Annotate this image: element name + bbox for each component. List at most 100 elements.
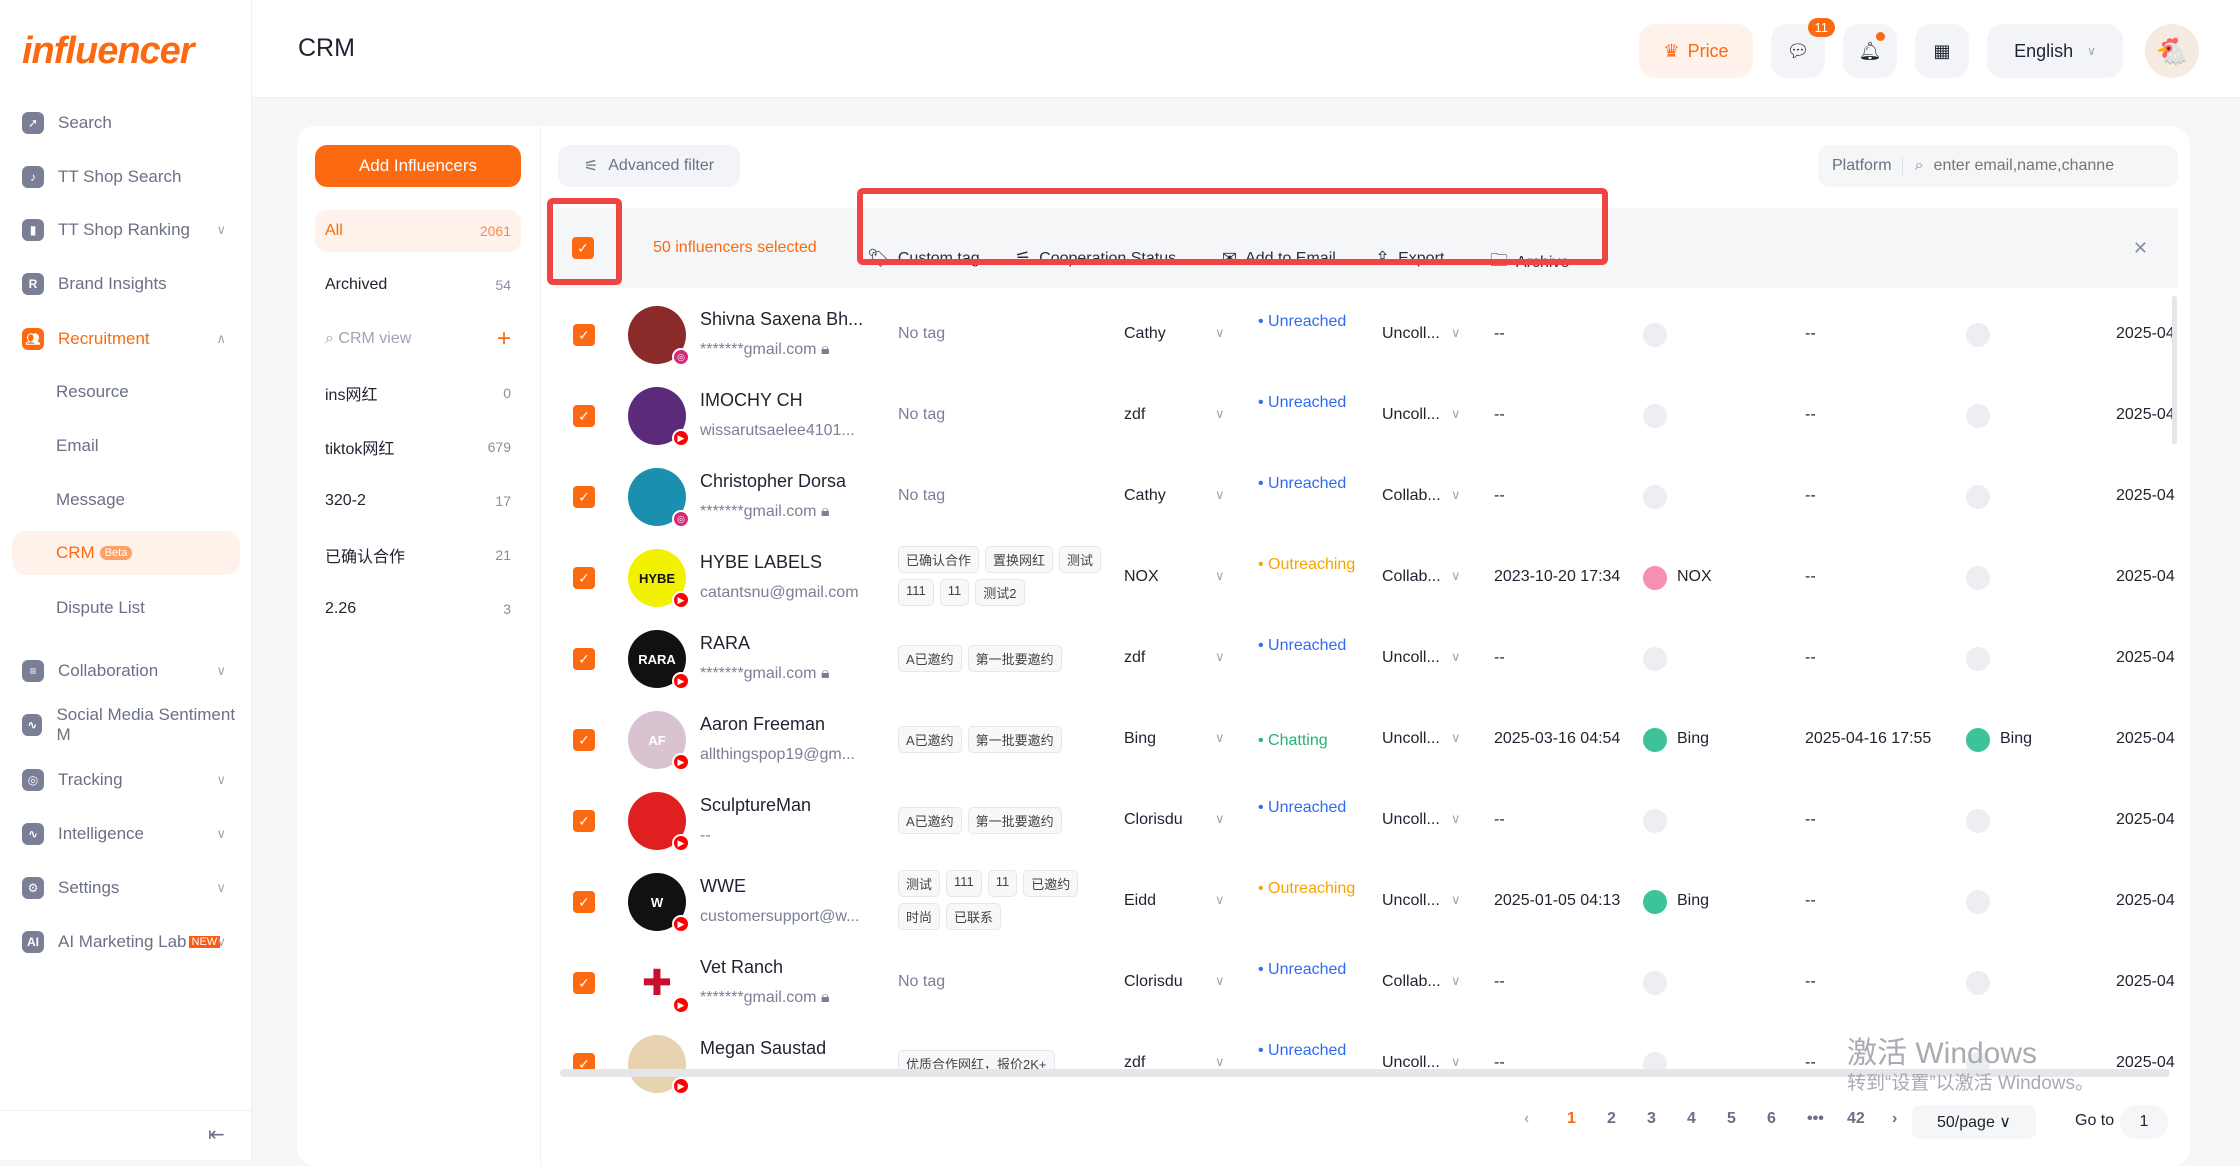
influencer-name[interactable]: WWE: [700, 876, 746, 896]
chevron-down-icon[interactable]: ∨: [1215, 892, 1225, 907]
sidebar-item-tt-shop-ranking[interactable]: ▮ TT Shop Ranking ∨: [12, 208, 240, 252]
no-tag-label[interactable]: No tag: [898, 406, 946, 423]
page-3[interactable]: 3: [1647, 1110, 1656, 1127]
vertical-scrollbar[interactable]: [2172, 296, 2177, 444]
crm-view-search[interactable]: ⌕ CRM view +: [315, 318, 521, 360]
notifications-button[interactable]: 🔔︎: [1843, 24, 1897, 78]
chevron-down-icon[interactable]: ∨: [1451, 568, 1461, 583]
owner-name[interactable]: NOX: [1124, 568, 1159, 585]
crm-view-search-input[interactable]: ⌕ CRM view: [325, 330, 412, 347]
tag-list[interactable]: A已邀约 第一批要邀约: [898, 726, 1108, 753]
crm-view-item[interactable]: All 2061: [315, 210, 521, 252]
select-all-checkbox[interactable]: ✓: [572, 237, 594, 259]
sidebar-item-dispute-list[interactable]: Dispute List: [12, 586, 240, 630]
sidebar-item-settings[interactable]: ⚙ Settings ∨: [12, 866, 240, 910]
cooperation-status[interactable]: Uncoll...: [1382, 811, 1440, 828]
chevron-down-icon[interactable]: ∨: [216, 663, 226, 678]
add-view-icon[interactable]: +: [496, 325, 511, 352]
influencer-name[interactable]: SculptureMan: [700, 795, 812, 815]
cooperation-status[interactable]: Uncoll...: [1382, 406, 1440, 423]
cooperation-status[interactable]: Collab...: [1382, 487, 1441, 504]
page-ellipsis[interactable]: •••: [1807, 1110, 1824, 1127]
table-row[interactable]: ✓ ▶ IMOCHY CH wissarutsaelee4101... No tag zd…: [555, 376, 2178, 457]
row-checkbox[interactable]: ✓: [573, 891, 595, 913]
owner-name[interactable]: Clorisdu: [1124, 973, 1183, 990]
chevron-down-icon[interactable]: ∨: [1451, 730, 1461, 745]
collapse-sidebar-icon[interactable]: ⇤: [208, 1124, 225, 1146]
no-tag-label[interactable]: No tag: [898, 487, 946, 504]
page-2[interactable]: 2: [1607, 1110, 1616, 1127]
chevron-down-icon[interactable]: ∨: [216, 880, 226, 895]
page-1[interactable]: 1: [1567, 1110, 1576, 1127]
no-tag-label[interactable]: No tag: [898, 325, 946, 342]
influencer-name[interactable]: Christopher Dorsa: [700, 471, 847, 491]
influencer-name[interactable]: RARA: [700, 633, 751, 653]
row-checkbox[interactable]: ✓: [573, 729, 595, 751]
goto-input[interactable]: 1: [2120, 1105, 2168, 1139]
sidebar-item-tt-shop-search[interactable]: ♪ TT Shop Search: [12, 155, 240, 199]
prev-page-button[interactable]: ‹: [1524, 1110, 1530, 1127]
chevron-down-icon[interactable]: ∨: [1451, 811, 1461, 826]
owner-name[interactable]: Bing: [1124, 730, 1157, 747]
sidebar-item-message[interactable]: Message: [12, 478, 240, 522]
tag-list[interactable]: A已邀约 第一批要邀约: [898, 645, 1108, 672]
sidebar-item-email[interactable]: Email: [12, 424, 240, 468]
owner-name[interactable]: Eidd: [1124, 892, 1157, 909]
add-influencers-button[interactable]: Add Influencers: [315, 145, 521, 187]
sidebar-item-ai-marketing-lab[interactable]: AI AI Marketing Lab NEW ∨: [12, 920, 240, 964]
sidebar-item-collaboration[interactable]: ≡ Collaboration ∨: [12, 649, 240, 693]
chevron-down-icon[interactable]: ∨: [1451, 973, 1461, 988]
chevron-down-icon[interactable]: ∨: [216, 934, 226, 949]
chevron-up-icon[interactable]: ∧: [216, 331, 226, 346]
table-row[interactable]: ✓ ▶ SculptureMan -- A已邀约 第一批要邀约 Clorisdu ∨ • Unr…: [555, 781, 2178, 862]
row-checkbox[interactable]: ✓: [573, 405, 595, 427]
crm-view-item[interactable]: Archived 54: [315, 264, 521, 306]
no-tag-label[interactable]: No tag: [898, 973, 946, 990]
chevron-down-icon[interactable]: ∨: [1215, 406, 1225, 421]
cooperation-status[interactable]: Uncoll...: [1382, 1054, 1440, 1071]
sidebar-item-crm[interactable]: CRM Beta: [12, 531, 240, 575]
chevron-down-icon[interactable]: ∨: [216, 772, 226, 787]
tag-list[interactable]: 测试 111 11 已邀约 时尚 已联系: [898, 870, 1108, 930]
next-page-button[interactable]: ›: [1892, 1110, 1898, 1127]
cooperation-status[interactable]: Uncoll...: [1382, 892, 1440, 909]
chevron-down-icon[interactable]: ∨: [1215, 568, 1225, 583]
chevron-down-icon[interactable]: ∨: [1215, 649, 1225, 664]
owner-name[interactable]: Clorisdu: [1124, 811, 1183, 828]
owner-name[interactable]: zdf: [1124, 649, 1146, 666]
platform-select[interactable]: Platform: [1832, 157, 1903, 175]
cooperation-status[interactable]: Uncoll...: [1382, 649, 1440, 666]
table-row[interactable]: ✓ HYBE ▶ HYBE LABELS catantsnu@gmail.com 已确认合…: [555, 538, 2178, 619]
influencer-name[interactable]: Vet Ranch: [700, 957, 784, 977]
chevron-down-icon[interactable]: ∨: [1451, 649, 1461, 664]
owner-name[interactable]: Cathy: [1124, 487, 1166, 504]
chevron-down-icon[interactable]: ∨: [1215, 811, 1225, 826]
chevron-down-icon[interactable]: ∨: [1451, 487, 1461, 502]
chevron-down-icon[interactable]: ∨: [1215, 730, 1225, 745]
cooperation-status[interactable]: Collab...: [1382, 568, 1441, 585]
apps-button[interactable]: ▦: [1915, 24, 1969, 78]
chevron-down-icon[interactable]: ∨: [1215, 1054, 1225, 1069]
chevron-down-icon[interactable]: ∨: [216, 826, 226, 841]
row-checkbox[interactable]: ✓: [573, 324, 595, 346]
chevron-down-icon[interactable]: ∨: [1215, 973, 1225, 988]
sidebar-item-resource[interactable]: Resource: [12, 370, 240, 414]
messages-button[interactable]: 💬︎ 11: [1771, 18, 1835, 78]
table-row[interactable]: ✓ ◎ Christopher Dorsa *******gmail.com 🔒︎ No…: [555, 457, 2178, 538]
tag-list[interactable]: 已确认合作 置换网红 测试 111 11 测试2: [898, 546, 1108, 606]
table-row[interactable]: ✓ W ▶ WWE customersupport@w... 测试 111 11 已邀约 时尚 已联…: [555, 862, 2178, 943]
table-row[interactable]: ✓ ✚ ▶ Vet Ranch *******gmail.com 🔒︎ No tag Clo…: [555, 943, 2178, 1024]
horizontal-scrollbar[interactable]: [560, 1069, 2170, 1077]
influencer-name[interactable]: Megan Saustad: [700, 1038, 827, 1058]
influencer-name[interactable]: HYBE LABELS: [700, 552, 823, 572]
row-checkbox[interactable]: ✓: [573, 648, 595, 670]
cooperation-status[interactable]: Uncoll...: [1382, 730, 1440, 747]
influencer-name[interactable]: Shivna Saxena Bh...: [700, 309, 864, 329]
crm-view-item[interactable]: ins网红 0: [315, 372, 521, 414]
chevron-down-icon[interactable]: ∨: [1215, 487, 1225, 502]
page-6[interactable]: 6: [1767, 1110, 1776, 1127]
chevron-down-icon[interactable]: ∨: [216, 222, 226, 237]
user-avatar[interactable]: 🐔: [2145, 24, 2199, 78]
crm-view-item[interactable]: 已确认合作 21: [315, 534, 521, 576]
page-5[interactable]: 5: [1727, 1110, 1736, 1127]
